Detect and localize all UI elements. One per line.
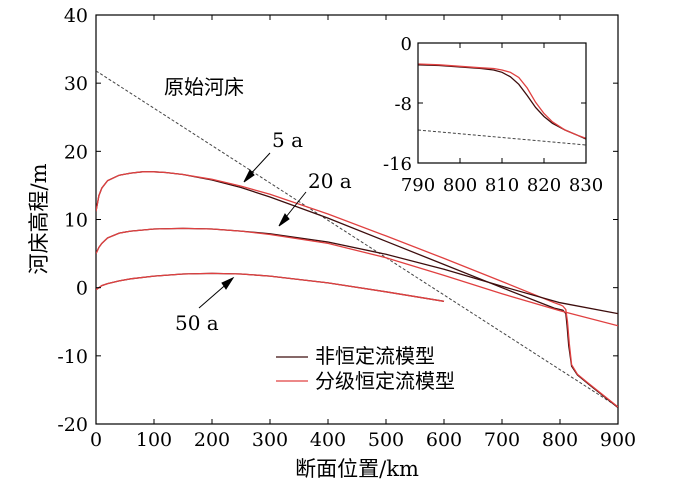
inset-x-tick-label-4: 830: [569, 175, 603, 196]
main-series-4: [96, 227, 618, 327]
inset-background: [418, 43, 586, 163]
main-y-tick-label-4: 20: [64, 141, 88, 163]
inset-x-tick-label-3: 820: [527, 175, 561, 196]
inset-x-tick-label-1: 800: [443, 175, 477, 196]
main-y-tick-label-6: 40: [64, 5, 88, 27]
main-series-group: [96, 70, 618, 409]
inset-x-tick-label-2: 810: [485, 175, 519, 196]
y-axis-label: 河床高程/m: [27, 163, 51, 274]
inset-series-2: [418, 63, 586, 139]
main-x-tick-label-8: 800: [542, 429, 578, 451]
arrow-20a-head: [278, 213, 290, 227]
main-x-tick-label-1: 100: [136, 429, 172, 451]
x-axis-label: 断面位置/km: [295, 457, 419, 481]
main-y-tick-label-1: -10: [57, 346, 88, 368]
main-series-2: [96, 171, 618, 408]
main-series-0: [96, 70, 618, 408]
main-lines: [96, 70, 618, 409]
main-series-6: [96, 272, 445, 302]
arrow-5a-head: [243, 169, 255, 183]
inset-y-tick-label-1: -8: [394, 94, 412, 115]
main-series-3: [96, 227, 618, 315]
main-y-tick-label-0: -20: [57, 414, 88, 436]
legend-label-graded: 分级恒定流模型: [315, 369, 455, 393]
arrow-50a-head: [221, 276, 235, 290]
inset-ticks-group: 790 800 810 820 830 0 -8 -16: [383, 34, 603, 196]
main-series-5: [96, 272, 445, 302]
legend-label-unsteady: 非恒定流模型: [315, 344, 435, 368]
main-x-tick-label-4: 400: [310, 429, 346, 451]
inset-series-group: [418, 63, 586, 146]
annotation-20a: 20 a: [308, 169, 352, 193]
inset-series-0: [418, 129, 586, 146]
inset-y-tick-label-0: 0: [401, 34, 412, 55]
inset-y-tick-label-2: -16: [383, 154, 412, 175]
legend: 非恒定流模型 分级恒定流模型: [276, 344, 455, 393]
annotation-5a: 5 a: [272, 128, 303, 152]
annotation-arrows: [198, 152, 307, 309]
main-x-tick-label-7: 700: [484, 429, 520, 451]
main-y-tick-label-5: 30: [64, 73, 88, 95]
main-x-tick-label-5: 500: [368, 429, 404, 451]
main-x-tick-label-3: 300: [252, 429, 288, 451]
inset-lines: [418, 63, 586, 146]
main-y-tick-label-2: 0: [76, 278, 88, 300]
main-x-tick-label-9: 900: [600, 429, 636, 451]
inset-x-tick-label-0: 790: [401, 175, 435, 196]
annotation-50a: 50 a: [175, 311, 219, 335]
main-y-tick-label-3: 10: [64, 210, 88, 232]
main-x-tick-label-0: 0: [90, 429, 102, 451]
main-x-tick-label-6: 600: [426, 429, 462, 451]
main-ticks-group: 0 100 200 300 400 500 600 700 800 900-20-10010203…: [57, 5, 636, 451]
main-x-tick-label-2: 200: [194, 429, 230, 451]
annotation-original-bed: 原始河床: [164, 75, 244, 99]
